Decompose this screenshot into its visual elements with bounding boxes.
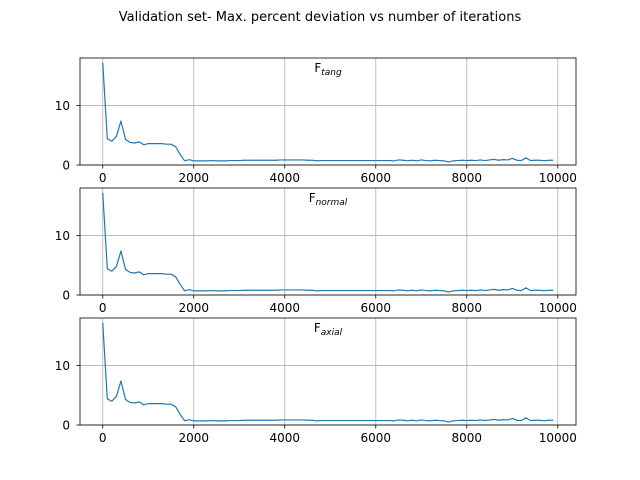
subplot-1: 0 2000 4000 6000 8000 10000 0 10 Ftang (55, 57, 577, 185)
figure-title: Validation set- Max. percent deviation v… (119, 10, 522, 25)
subplot-1-title-main: F (314, 61, 321, 75)
subplot-3: 0 2000 4000 6000 8000 10000 0 10 Faxial (55, 317, 577, 445)
subplot-1-ytick-label-1: 10 (55, 99, 70, 113)
subplot-2-title: Fnormal (309, 191, 348, 208)
subplot-1-title-subscript: tang (321, 68, 342, 78)
subplot-1-axes-frame (79, 57, 577, 166)
subplot-3-axes-frame (79, 317, 577, 426)
subplot-2: 0 2000 4000 6000 8000 10000 0 10 Fnormal (55, 187, 577, 315)
subplot-3-ytick-label-1: 10 (55, 359, 70, 373)
subplot-1-xtick-label-0: 0 (99, 171, 107, 185)
subplot-2-xtick-label-0: 0 (99, 301, 107, 315)
subplot-3-title-main: F (314, 321, 321, 335)
subplot-3-xtick-label-3: 6000 (361, 431, 392, 445)
subplot-2-xtick-label-3: 6000 (361, 301, 392, 315)
subplot-3-series-line (102, 322, 554, 423)
subplot-2-title-main: F (309, 191, 316, 205)
subplot-3-title: Faxial (314, 321, 343, 338)
subplot-3-title-subscript: axial (321, 328, 343, 338)
subplot-1-xtick-label-1: 2000 (178, 171, 209, 185)
subplot-1-xtick-label-5: 10000 (539, 171, 577, 185)
subplot-1-ytick-label-0: 0 (62, 159, 70, 173)
subplot-3-xtick-label-5: 10000 (539, 431, 577, 445)
subplot-2-series-line (102, 192, 554, 293)
subplot-2-ytick-label-0: 0 (62, 289, 70, 303)
subplot-3-xtick-label-4: 8000 (452, 431, 483, 445)
subplot-3-xtick-label-1: 2000 (178, 431, 209, 445)
subplot-1-xtick-label-2: 4000 (269, 171, 300, 185)
subplot-2-title-subscript: normal (316, 198, 348, 208)
subplot-2-xtick-label-4: 8000 (452, 301, 483, 315)
subplot-3-xtick-label-0: 0 (99, 431, 107, 445)
subplot-2-axes-frame (79, 187, 577, 296)
subplot-3-ytick-label-0: 0 (62, 419, 70, 433)
subplot-2-ytick-label-1: 10 (55, 229, 70, 243)
subplot-2-xtick-label-1: 2000 (178, 301, 209, 315)
subplot-3-xtick-label-2: 4000 (269, 431, 300, 445)
subplot-1-title: Ftang (314, 61, 342, 78)
subplot-1-series-line (102, 62, 554, 163)
subplot-1-xtick-label-4: 8000 (452, 171, 483, 185)
subplot-2-xtick-label-5: 10000 (539, 301, 577, 315)
subplot-2-xtick-label-2: 4000 (269, 301, 300, 315)
subplot-1-xtick-label-3: 6000 (361, 171, 392, 185)
